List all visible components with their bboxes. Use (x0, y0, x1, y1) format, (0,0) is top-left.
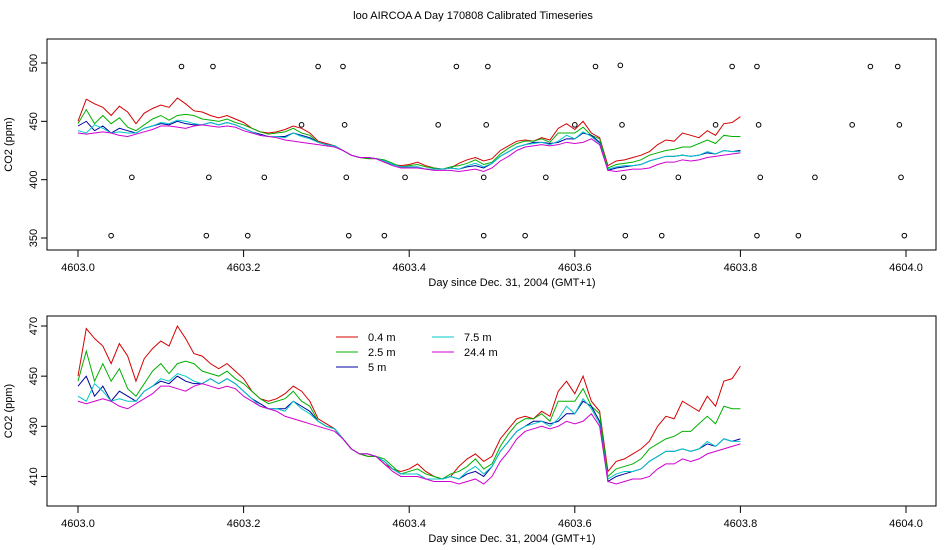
series-line-h04 (77, 97, 741, 170)
marker-point (849, 122, 855, 128)
x-tick-label: 4603.2 (227, 518, 261, 530)
marker-point (894, 63, 901, 70)
marker-point (315, 63, 321, 70)
y-tick-label: 450 (28, 367, 40, 385)
marker-point (178, 63, 185, 70)
marker-point (480, 174, 487, 181)
marker-point (812, 174, 818, 181)
plot-frame (46, 38, 937, 251)
series-line-h75 (77, 373, 741, 480)
x-axis-label: Day since Dec. 31, 2004 (GMT+1) (428, 277, 595, 289)
legend-label-h25: 2.5 m (368, 347, 396, 359)
legend-label-h244: 24.4 m (464, 347, 498, 359)
y-axis-label: CO2 (ppm) (3, 117, 15, 171)
marker-point (483, 122, 490, 128)
series-line-h04 (77, 324, 741, 480)
series-line-h244 (77, 124, 741, 173)
marker-point (901, 232, 908, 239)
chart-title: loo AIRCOA A Day 170808 Calibrated Times… (353, 10, 593, 22)
x-tick-label: 4603.6 (558, 518, 592, 530)
marker-point (898, 174, 904, 181)
x-tick-label: 4603.8 (724, 262, 758, 274)
y-tick-label: 350 (28, 229, 40, 247)
marker-point (343, 174, 350, 181)
marker-point (754, 63, 760, 70)
x-tick-label: 4603.2 (227, 262, 261, 274)
x-tick-label: 4603.6 (558, 262, 592, 274)
legend-label-h75: 7.5 m (464, 332, 492, 344)
marker-point (896, 122, 903, 128)
marker-point (572, 122, 578, 128)
marker-point (754, 232, 760, 239)
y-tick-label: 430 (28, 417, 40, 435)
marker-point (381, 232, 388, 239)
x-tick-label: 4604.0 (889, 262, 923, 274)
legend-label-h5: 5 m (368, 362, 386, 374)
marker-point (543, 174, 549, 181)
series-line-h244 (77, 383, 741, 485)
marker-point (658, 232, 665, 239)
series-group (77, 324, 741, 485)
marker-point (480, 232, 487, 239)
x-tick-label: 4603.4 (392, 518, 426, 530)
marker-point (622, 232, 629, 239)
marker-point (729, 63, 735, 70)
y-tick-label: 470 (28, 317, 40, 335)
series-line-h75 (77, 119, 741, 170)
marker-point (108, 232, 114, 239)
series-line-h25 (77, 108, 741, 170)
y-tick-label: 400 (28, 170, 40, 188)
marker-point (453, 63, 460, 70)
x-tick-label: 4604.0 (889, 518, 923, 530)
series-group (77, 97, 741, 173)
marker-point (755, 122, 762, 128)
x-tick-label: 4603.8 (724, 518, 758, 530)
marker-point (402, 174, 408, 181)
series-line-h5 (77, 375, 741, 483)
panel-top: 4603.0 4603.2 4603.4 4603.6 4603.8 4604.0 350 4… (3, 38, 937, 289)
x-axis-label: Day since Dec. 31, 2004 (GMT+1) (428, 533, 595, 545)
marker-point (206, 174, 212, 181)
marker-point (345, 232, 352, 239)
marker-point (129, 174, 135, 181)
marker-point (712, 122, 719, 128)
series-line-h5 (77, 120, 741, 171)
marker-point (522, 232, 528, 239)
marker-point (341, 122, 348, 128)
marker-point (340, 63, 346, 70)
marker-point (620, 174, 627, 181)
marker-point (485, 63, 491, 70)
marker-point (795, 232, 802, 239)
y-tick-label: 410 (28, 467, 40, 485)
marker-point (619, 122, 625, 128)
legend: 0.4 m 2.5 m 5 m 7.5 m 24.4 m (336, 332, 498, 374)
panel-bottom: 4603.0 4603.2 4603.4 4603.6 4603.8 4604.0 410 4… (3, 315, 937, 545)
marker-point (261, 174, 268, 181)
marker-point (435, 122, 441, 128)
legend-label-h04: 0.4 m (368, 332, 396, 344)
x-tick-label: 4603.0 (61, 518, 95, 530)
marker-point (298, 122, 305, 128)
y-tick-label: 500 (28, 54, 40, 72)
marker-point (867, 63, 874, 70)
series-line-h25 (77, 349, 741, 480)
x-tick-label: 4603.4 (392, 262, 426, 274)
x-tick-label: 4603.0 (61, 262, 95, 274)
marker-point (617, 62, 624, 69)
marker-point (592, 63, 599, 70)
y-tick-label: 450 (28, 112, 40, 130)
marker-point (210, 63, 216, 70)
marker-point (244, 232, 251, 239)
marker-point (757, 174, 764, 181)
y-axis-label: CO2 (ppm) (3, 384, 15, 438)
marker-point (203, 232, 210, 239)
marker-point (675, 174, 682, 181)
